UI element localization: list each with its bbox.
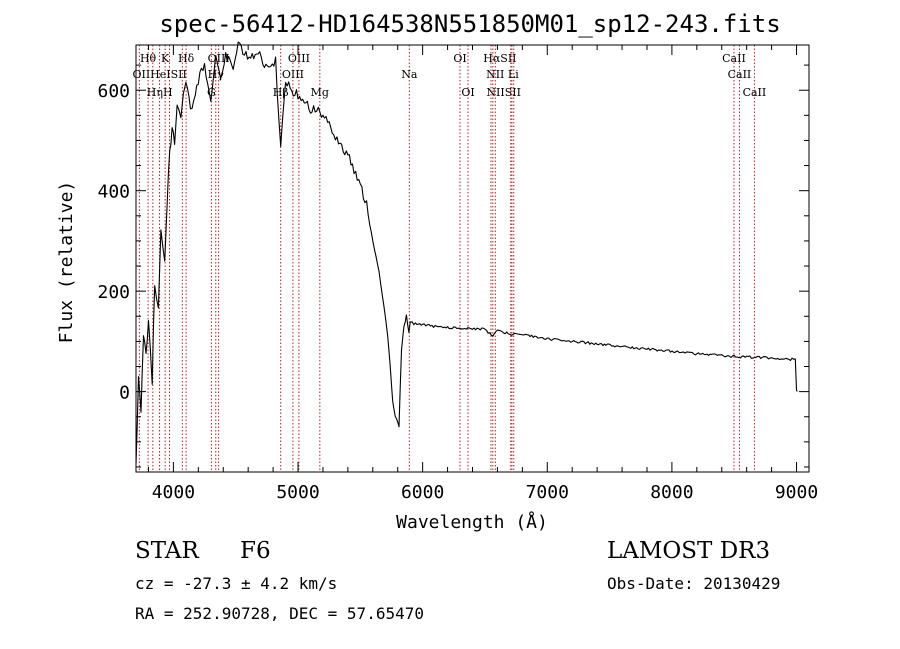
line-markers bbox=[138, 45, 755, 472]
x-tick-label-0: 4000 bbox=[152, 482, 195, 503]
axis-ticks: 4000 5000 6000 7000 8000 9000 0 200 400 600 bbox=[97, 45, 818, 503]
marker-label-18: OI bbox=[461, 86, 474, 99]
x-axis-label: Wavelength (Å) bbox=[396, 511, 548, 533]
ra-dec-coordinates: RA = 252.90728, DEC = 57.65470 bbox=[135, 604, 424, 623]
spectrum-chart: spec-56412-HD164538N551850M01_sp12-243.f… bbox=[56, 10, 818, 533]
x-tick-label-3: 7000 bbox=[526, 482, 569, 503]
redshift-cz: cz = -27.3 ± 4.2 km/s bbox=[135, 574, 338, 593]
marker-label-1: K bbox=[161, 52, 170, 65]
marker-label-7: CaII bbox=[722, 52, 746, 65]
object-type: STAR bbox=[135, 538, 199, 564]
y-tick-label-2: 400 bbox=[97, 182, 130, 203]
marker-label-14: HηH bbox=[147, 86, 173, 99]
marker-label-5: OI bbox=[453, 52, 466, 65]
marker-label-4: OIII bbox=[288, 52, 310, 65]
x-tick-label-4: 8000 bbox=[650, 482, 693, 503]
marker-label-6: HαSII bbox=[483, 52, 516, 65]
marker-label-20: CaII bbox=[743, 86, 767, 99]
y-tick-label-0: 0 bbox=[119, 383, 130, 404]
marker-label-2: Hδ bbox=[178, 52, 195, 65]
marker-label-8: OIIHeISII bbox=[132, 68, 186, 81]
x-tick-label-2: 6000 bbox=[401, 482, 444, 503]
marker-label-19: NIISII bbox=[486, 86, 521, 99]
chart-title: spec-56412-HD164538N551850M01_sp12-243.f… bbox=[159, 10, 780, 38]
marker-label-10: OIII bbox=[282, 68, 304, 81]
x-tick-label-5: 9000 bbox=[775, 482, 818, 503]
marker-label-0: Hθ bbox=[140, 52, 157, 65]
spectral-subclass: F6 bbox=[240, 538, 271, 564]
marker-label-16: Hβ bbox=[273, 86, 289, 99]
y-tick-label-3: 600 bbox=[97, 81, 130, 102]
series-layer bbox=[135, 41, 798, 465]
marker-label-13: CaII bbox=[728, 68, 752, 81]
obs-date: Obs-Date: 20130429 bbox=[607, 574, 781, 593]
y-axis-label: Flux (relative) bbox=[56, 181, 77, 344]
marker-label-12: NII Li bbox=[486, 68, 519, 81]
x-tick-label-1: 5000 bbox=[276, 482, 319, 503]
y-tick-label-1: 200 bbox=[97, 282, 130, 303]
survey-name: LAMOST DR3 bbox=[607, 538, 771, 564]
marker-label-17: Mg bbox=[311, 86, 329, 99]
plot-frame bbox=[135, 44, 810, 473]
series-line-flux bbox=[135, 41, 798, 465]
marker-label-11: Na bbox=[401, 68, 418, 81]
